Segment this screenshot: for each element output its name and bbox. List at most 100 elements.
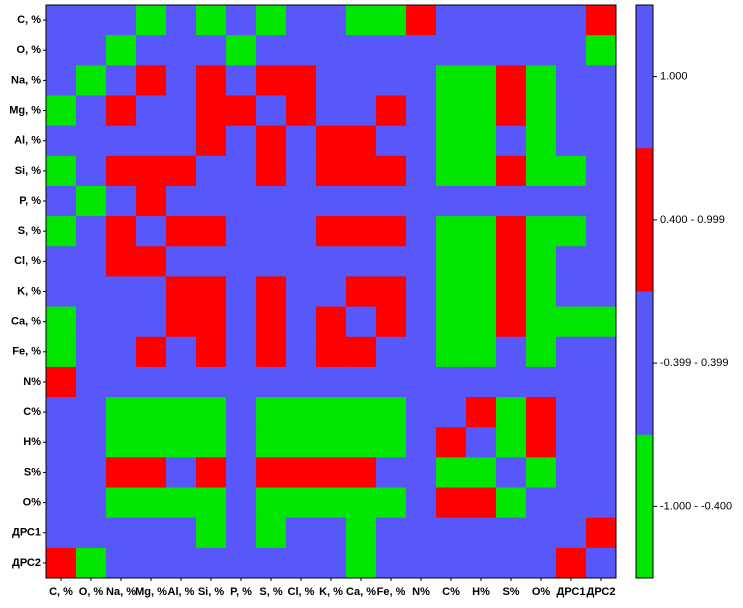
heatmap-cell (556, 517, 587, 549)
heatmap-cell (406, 65, 437, 96)
heatmap-cell (376, 366, 407, 398)
heatmap-cell (376, 125, 407, 157)
heatmap-cell (316, 487, 347, 519)
heatmap-cell (586, 366, 617, 398)
heatmap-cell (346, 185, 377, 217)
heatmap-cell (406, 457, 437, 489)
heatmap-cell (556, 216, 587, 247)
heatmap-cell (136, 35, 167, 66)
heatmap-cell (196, 65, 227, 96)
heatmap-cell (376, 155, 407, 187)
heatmap-cell (46, 246, 77, 277)
heatmap-cell (526, 397, 557, 428)
heatmap-cell (166, 185, 197, 217)
heatmap-cell (346, 35, 377, 66)
heatmap-cell (256, 306, 287, 338)
heatmap-cell (46, 487, 77, 519)
heatmap-cell (376, 276, 407, 308)
heatmap-cell (136, 216, 167, 247)
heatmap-cell (496, 487, 527, 519)
heatmap-cell (106, 216, 137, 247)
heatmap-cell (286, 427, 317, 458)
heatmap-cell (406, 366, 437, 398)
legend-swatch (636, 5, 653, 149)
heatmap-cell (556, 35, 587, 66)
heatmap-cell (526, 95, 557, 127)
heatmap-cell (166, 336, 197, 368)
heatmap-cell (466, 276, 497, 308)
heatmap-cell (166, 397, 197, 428)
heatmap-cell (166, 306, 197, 338)
heatmap-cell (346, 366, 377, 398)
heatmap-cell (346, 547, 377, 579)
heatmap-cell (376, 547, 407, 579)
heatmap-cell (46, 306, 77, 338)
heatmap-cell (226, 366, 257, 398)
heatmap-cell (316, 216, 347, 247)
heatmap-cell (496, 246, 527, 277)
heatmap-cell (316, 155, 347, 187)
heatmap-cell (316, 185, 347, 217)
heatmap-cell (526, 65, 557, 96)
heatmap-cell (316, 5, 347, 36)
heatmap-cell (586, 457, 617, 489)
heatmap-cell (466, 517, 497, 549)
legend-swatch (636, 291, 653, 436)
heatmap-cell (286, 306, 317, 338)
heatmap-cell (436, 246, 467, 277)
heatmap-cell (166, 125, 197, 157)
heatmap-cell (106, 95, 137, 127)
heatmap-cell (286, 366, 317, 398)
heatmap-cell (526, 306, 557, 338)
heatmap-cell (436, 457, 467, 489)
heatmap-cell (466, 397, 497, 428)
heatmap-cell (226, 547, 257, 579)
heatmap-cell (166, 155, 197, 187)
heatmap-cell (316, 125, 347, 157)
heatmap-cell (526, 366, 557, 398)
heatmap-cell (286, 457, 317, 489)
legend-label: 0.400 - 0.999 (660, 214, 725, 226)
heatmap-cell (256, 65, 287, 96)
heatmap-cell (256, 185, 287, 217)
heatmap-cell (256, 216, 287, 247)
heatmap-cell (256, 547, 287, 579)
heatmap-cell (586, 95, 617, 127)
heatmap-cell (376, 457, 407, 489)
heatmap-cell (76, 5, 107, 36)
heatmap-cell (136, 397, 167, 428)
heatmap-cell (256, 5, 287, 36)
heatmap-cell (106, 246, 137, 277)
heatmap-cell (376, 5, 407, 36)
heatmap-cell (196, 155, 227, 187)
heatmap-cell (496, 397, 527, 428)
heatmap-cell (406, 547, 437, 579)
heatmap-cell (436, 216, 467, 247)
heatmap-cell (106, 397, 137, 428)
heatmap-cell (256, 276, 287, 308)
legend-label: -1.000 - -0.400 (660, 500, 732, 512)
heatmap-cell (526, 185, 557, 217)
heatmap-cell (496, 5, 527, 36)
heatmap-cell (226, 65, 257, 96)
heatmap-cell (316, 547, 347, 579)
heatmap-cell (436, 427, 467, 458)
heatmap-cell (106, 155, 137, 187)
heatmap-cell (316, 35, 347, 66)
heatmap-cell (466, 246, 497, 277)
heatmap-cell (136, 95, 167, 127)
heatmap-cell (256, 427, 287, 458)
heatmap-cell (346, 246, 377, 277)
heatmap-cell (556, 155, 587, 187)
heatmap-cell (496, 35, 527, 66)
heatmap-cell (586, 547, 617, 579)
heatmap-cell (286, 216, 317, 247)
heatmap-cell (316, 65, 347, 96)
heatmap-cell (136, 427, 167, 458)
heatmap-cell (466, 306, 497, 338)
heatmap-cell (526, 216, 557, 247)
heatmap-cell (46, 35, 77, 66)
heatmap-cell (496, 185, 527, 217)
heatmap-cell (346, 216, 377, 247)
x-tick-label: Fe, % (377, 586, 406, 598)
